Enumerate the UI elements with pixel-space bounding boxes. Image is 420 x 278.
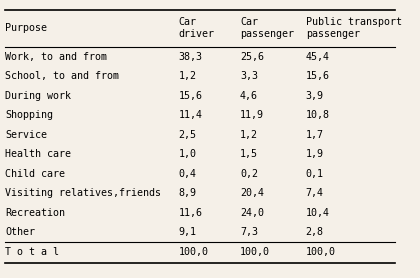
Text: 3,9: 3,9 [306, 91, 324, 101]
Text: Visiting relatives,friends: Visiting relatives,friends [5, 188, 161, 198]
Text: 1,2: 1,2 [178, 71, 197, 81]
Text: 11,6: 11,6 [178, 208, 202, 218]
Text: 100,0: 100,0 [306, 247, 336, 257]
Text: 1,9: 1,9 [306, 149, 324, 159]
Text: Child care: Child care [5, 169, 66, 179]
Text: 4,6: 4,6 [240, 91, 258, 101]
Text: Car
passenger: Car passenger [240, 17, 294, 39]
Text: T o t a l: T o t a l [5, 247, 59, 257]
Text: 1,7: 1,7 [306, 130, 324, 140]
Text: Public transport
passenger: Public transport passenger [306, 17, 402, 39]
Text: 20,4: 20,4 [240, 188, 264, 198]
Text: During work: During work [5, 91, 71, 101]
Text: Recreation: Recreation [5, 208, 66, 218]
Text: 0,4: 0,4 [178, 169, 197, 179]
Text: 45,4: 45,4 [306, 52, 330, 61]
Text: 10,8: 10,8 [306, 110, 330, 120]
Text: Work, to and from: Work, to and from [5, 52, 108, 61]
Text: 25,6: 25,6 [240, 52, 264, 61]
Text: 1,2: 1,2 [240, 130, 258, 140]
Text: 9,1: 9,1 [178, 227, 197, 237]
Text: Health care: Health care [5, 149, 71, 159]
Text: 0,2: 0,2 [240, 169, 258, 179]
Text: 2,5: 2,5 [178, 130, 197, 140]
Text: 38,3: 38,3 [178, 52, 202, 61]
Text: 100,0: 100,0 [178, 247, 208, 257]
Text: 100,0: 100,0 [240, 247, 270, 257]
Text: 11,9: 11,9 [240, 110, 264, 120]
Text: 11,4: 11,4 [178, 110, 202, 120]
Text: 8,9: 8,9 [178, 188, 197, 198]
Text: 7,4: 7,4 [306, 188, 324, 198]
Text: Service: Service [5, 130, 47, 140]
Text: 3,3: 3,3 [240, 71, 258, 81]
Text: 0,1: 0,1 [306, 169, 324, 179]
Text: Purpose: Purpose [5, 23, 47, 33]
Text: Shopping: Shopping [5, 110, 53, 120]
Text: School, to and from: School, to and from [5, 71, 119, 81]
Text: 24,0: 24,0 [240, 208, 264, 218]
Text: 15,6: 15,6 [178, 91, 202, 101]
Text: 1,5: 1,5 [240, 149, 258, 159]
Text: 15,6: 15,6 [306, 71, 330, 81]
Text: Car
driver: Car driver [178, 17, 214, 39]
Text: Other: Other [5, 227, 35, 237]
Text: 7,3: 7,3 [240, 227, 258, 237]
Text: 2,8: 2,8 [306, 227, 324, 237]
Text: 1,0: 1,0 [178, 149, 197, 159]
Text: 10,4: 10,4 [306, 208, 330, 218]
